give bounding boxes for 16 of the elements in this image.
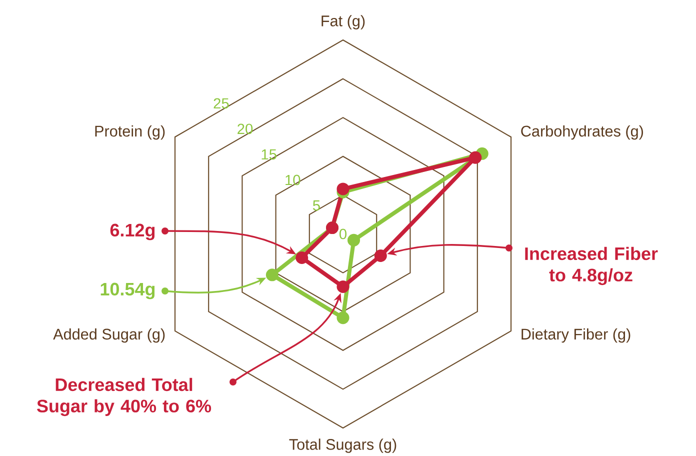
spoke-label: Added Sugar (g) (53, 328, 165, 343)
y-tick-label: 5 (312, 200, 320, 211)
spoke-label: Carbohydrates (g) (521, 125, 643, 140)
text: 6.12g (110, 224, 155, 240)
y-tick-label: 10 (286, 174, 300, 186)
spoke-label: Protein (g) (95, 125, 165, 140)
text: 10.54g (100, 282, 155, 300)
y-tick-label: 20 (238, 124, 253, 134)
y-tick-label: 0 (339, 228, 346, 240)
spoke-label: Dietary Fiber (g) (522, 328, 630, 343)
spoke-label: Fat (g) (322, 15, 365, 30)
text: Increased Fiber to 4.8g/oz (525, 246, 658, 286)
spoke-label: Total Sugars (g) (289, 438, 396, 453)
text: Decreased Total Sugar by 40% to 6% (37, 378, 212, 416)
y-tick-label: 25 (214, 98, 229, 109)
y-tick-label: 15 (262, 149, 276, 160)
